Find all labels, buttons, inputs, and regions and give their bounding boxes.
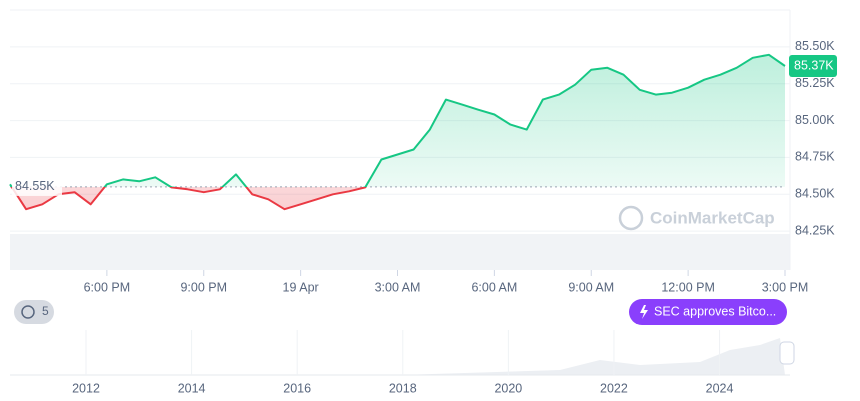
watermark: CoinMarketCap	[618, 205, 775, 231]
watermark-text: CoinMarketCap	[650, 208, 775, 227]
x-tick-label: 9:00 PM	[180, 280, 227, 294]
y-tick-label: 85.00K	[795, 113, 835, 127]
navigator-tick-label: 2012	[72, 381, 100, 395]
event-count-badge[interactable]: 5	[14, 300, 54, 324]
navigator-tick-label: 2014	[178, 381, 206, 395]
y-tick-label: 84.50K	[795, 187, 835, 201]
navigator-area	[10, 338, 785, 375]
last-price-label: 85.37K	[794, 58, 834, 72]
y-tick-label: 85.50K	[795, 39, 835, 53]
navigator-tick-label: 2020	[494, 381, 522, 395]
x-tick-label: 6:00 PM	[84, 280, 131, 294]
baseline-label-bg	[12, 177, 62, 196]
y-tick-label: 85.25K	[795, 76, 835, 90]
baseline-area	[10, 54, 785, 210]
x-tick-label: 6:00 AM	[471, 280, 517, 294]
event-count: 5	[42, 304, 49, 318]
x-tick-label: 9:00 AM	[568, 280, 614, 294]
navigator-tick-label: 2022	[600, 381, 628, 395]
event-badge[interactable]: SEC approves Bitco...	[629, 299, 787, 325]
navigator-tick-label: 2016	[283, 381, 311, 395]
x-tick-label: 12:00 PM	[661, 280, 715, 294]
navigator-tick-label: 2024	[706, 381, 734, 395]
event-label: SEC approves Bitco...	[654, 304, 776, 318]
navigator-tick-label: 2018	[389, 381, 417, 395]
x-tick-label: 3:00 AM	[375, 280, 421, 294]
x-tick-label: 19 Apr	[283, 280, 319, 294]
volume-area	[10, 234, 790, 270]
y-tick-label: 84.25K	[795, 223, 835, 237]
y-tick-label: 84.75K	[795, 150, 835, 164]
baseline-label: 84.55K	[15, 179, 55, 193]
x-tick-label: 3:00 PM	[762, 280, 809, 294]
price-line	[9, 53, 786, 211]
navigator-handle[interactable]	[779, 341, 795, 365]
last-price-badge	[789, 55, 837, 78]
